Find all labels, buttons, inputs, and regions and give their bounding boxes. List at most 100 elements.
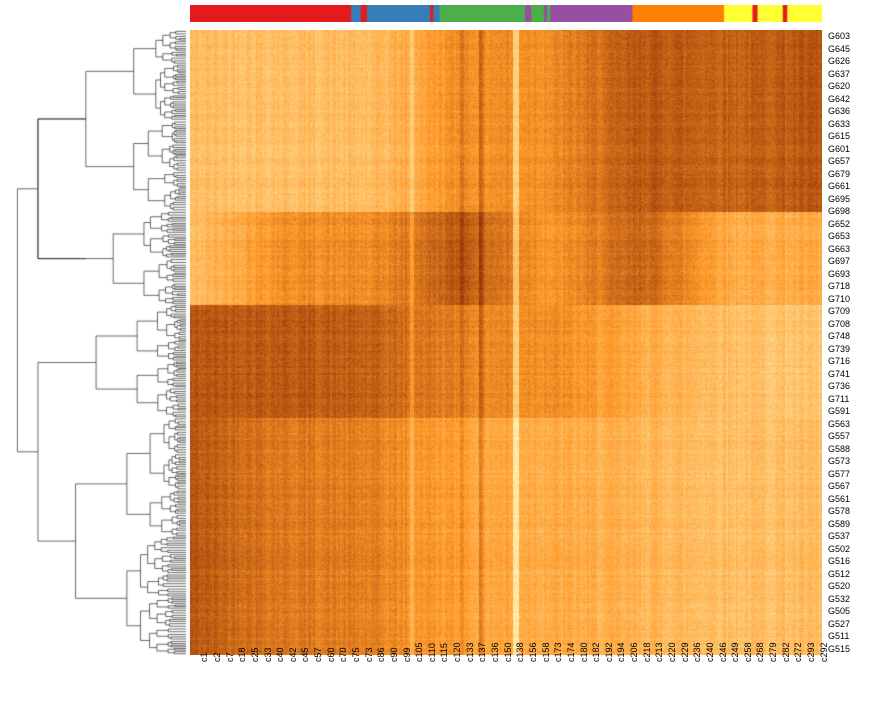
row-label: G697: [828, 256, 850, 266]
row-label: G527: [828, 619, 850, 629]
row-label: G657: [828, 156, 850, 166]
row-label: G626: [828, 56, 850, 66]
column-label: c99: [402, 647, 412, 662]
row-label: G637: [828, 69, 850, 79]
row-label: G679: [828, 169, 850, 179]
column-label: c174: [566, 642, 576, 662]
row-label: G577: [828, 469, 850, 479]
column-label: c180: [579, 642, 589, 662]
column-label: c90: [389, 647, 399, 662]
column-label: c2: [212, 652, 222, 662]
column-color-annotation-bar: [190, 5, 822, 22]
column-label: c33: [263, 647, 273, 662]
row-label: G663: [828, 244, 850, 254]
heatmap-figure: { "figure": { "width": 871, "height": 71…: [0, 0, 871, 719]
column-label: c75: [351, 647, 361, 662]
column-label: c86: [376, 647, 386, 662]
row-label: G709: [828, 306, 850, 316]
row-label: G561: [828, 494, 850, 504]
column-label: c249: [730, 642, 740, 662]
row-label: G537: [828, 531, 850, 541]
column-label: c282: [781, 642, 791, 662]
row-label: G520: [828, 581, 850, 591]
column-label: c73: [364, 647, 374, 662]
column-label: c57: [313, 647, 323, 662]
column-label: c25: [250, 647, 260, 662]
column-label: c192: [604, 642, 614, 662]
row-label: G716: [828, 356, 850, 366]
column-label: c138: [515, 642, 525, 662]
row-label: G588: [828, 444, 850, 454]
row-label: G642: [828, 94, 850, 104]
row-label: G739: [828, 344, 850, 354]
column-label: c213: [654, 642, 664, 662]
row-label: G573: [828, 456, 850, 466]
column-label: c156: [528, 642, 538, 662]
column-label: c194: [616, 642, 626, 662]
column-label: c158: [541, 642, 551, 662]
column-label: c258: [743, 642, 753, 662]
row-label: G502: [828, 544, 850, 554]
column-label: c240: [705, 642, 715, 662]
row-label: G693: [828, 269, 850, 279]
row-label: G718: [828, 281, 850, 291]
column-label: c136: [490, 642, 500, 662]
column-label: c236: [692, 642, 702, 662]
row-label: G653: [828, 231, 850, 241]
column-label: c206: [629, 642, 639, 662]
row-dendrogram: [12, 30, 187, 655]
row-label: G710: [828, 294, 850, 304]
row-label: G645: [828, 44, 850, 54]
row-label: G591: [828, 406, 850, 416]
column-label: c218: [642, 642, 652, 662]
row-label: G695: [828, 194, 850, 204]
column-label: c229: [680, 642, 690, 662]
column-label: c105: [414, 642, 424, 662]
column-label: c173: [553, 642, 563, 662]
row-label: G636: [828, 106, 850, 116]
row-label: G748: [828, 331, 850, 341]
row-label: G511: [828, 631, 849, 641]
column-label: c220: [667, 642, 677, 662]
column-label: c45: [300, 647, 310, 662]
row-label: G532: [828, 594, 850, 604]
column-label: c133: [465, 642, 475, 662]
column-label: c268: [755, 642, 765, 662]
column-label: c137: [477, 642, 487, 662]
column-label: c60: [326, 647, 336, 662]
row-label: G661: [828, 181, 850, 191]
row-label: G515: [828, 644, 850, 654]
column-label: c120: [452, 642, 462, 662]
column-label: c246: [718, 642, 728, 662]
row-label: G711: [828, 394, 849, 404]
column-label: c1: [199, 652, 209, 662]
column-label: c42: [288, 647, 298, 662]
column-label: c293: [806, 642, 816, 662]
row-label: G505: [828, 606, 850, 616]
column-label: c115: [439, 643, 449, 662]
row-label: G603: [828, 31, 850, 41]
column-label: c279: [768, 642, 778, 662]
expression-heatmap: [190, 30, 822, 655]
row-label: G741: [828, 369, 850, 379]
column-label: c7: [225, 652, 235, 662]
row-label: G633: [828, 119, 850, 129]
column-label: c272: [793, 642, 803, 662]
column-label: c18: [237, 647, 247, 662]
row-label: G736: [828, 381, 850, 391]
row-label: G601: [828, 144, 850, 154]
row-label: G589: [828, 519, 850, 529]
row-label: G615: [828, 131, 850, 141]
row-label: G563: [828, 419, 850, 429]
column-label: c110: [427, 643, 437, 662]
row-label: G567: [828, 481, 850, 491]
column-label: c40: [275, 647, 285, 662]
row-label: G708: [828, 319, 850, 329]
row-label: G578: [828, 506, 850, 516]
row-label: G652: [828, 219, 850, 229]
column-label: c182: [591, 642, 601, 662]
row-label: G698: [828, 206, 850, 216]
column-label: c150: [503, 642, 513, 662]
row-label: G512: [828, 569, 850, 579]
column-label: c292: [819, 642, 829, 662]
